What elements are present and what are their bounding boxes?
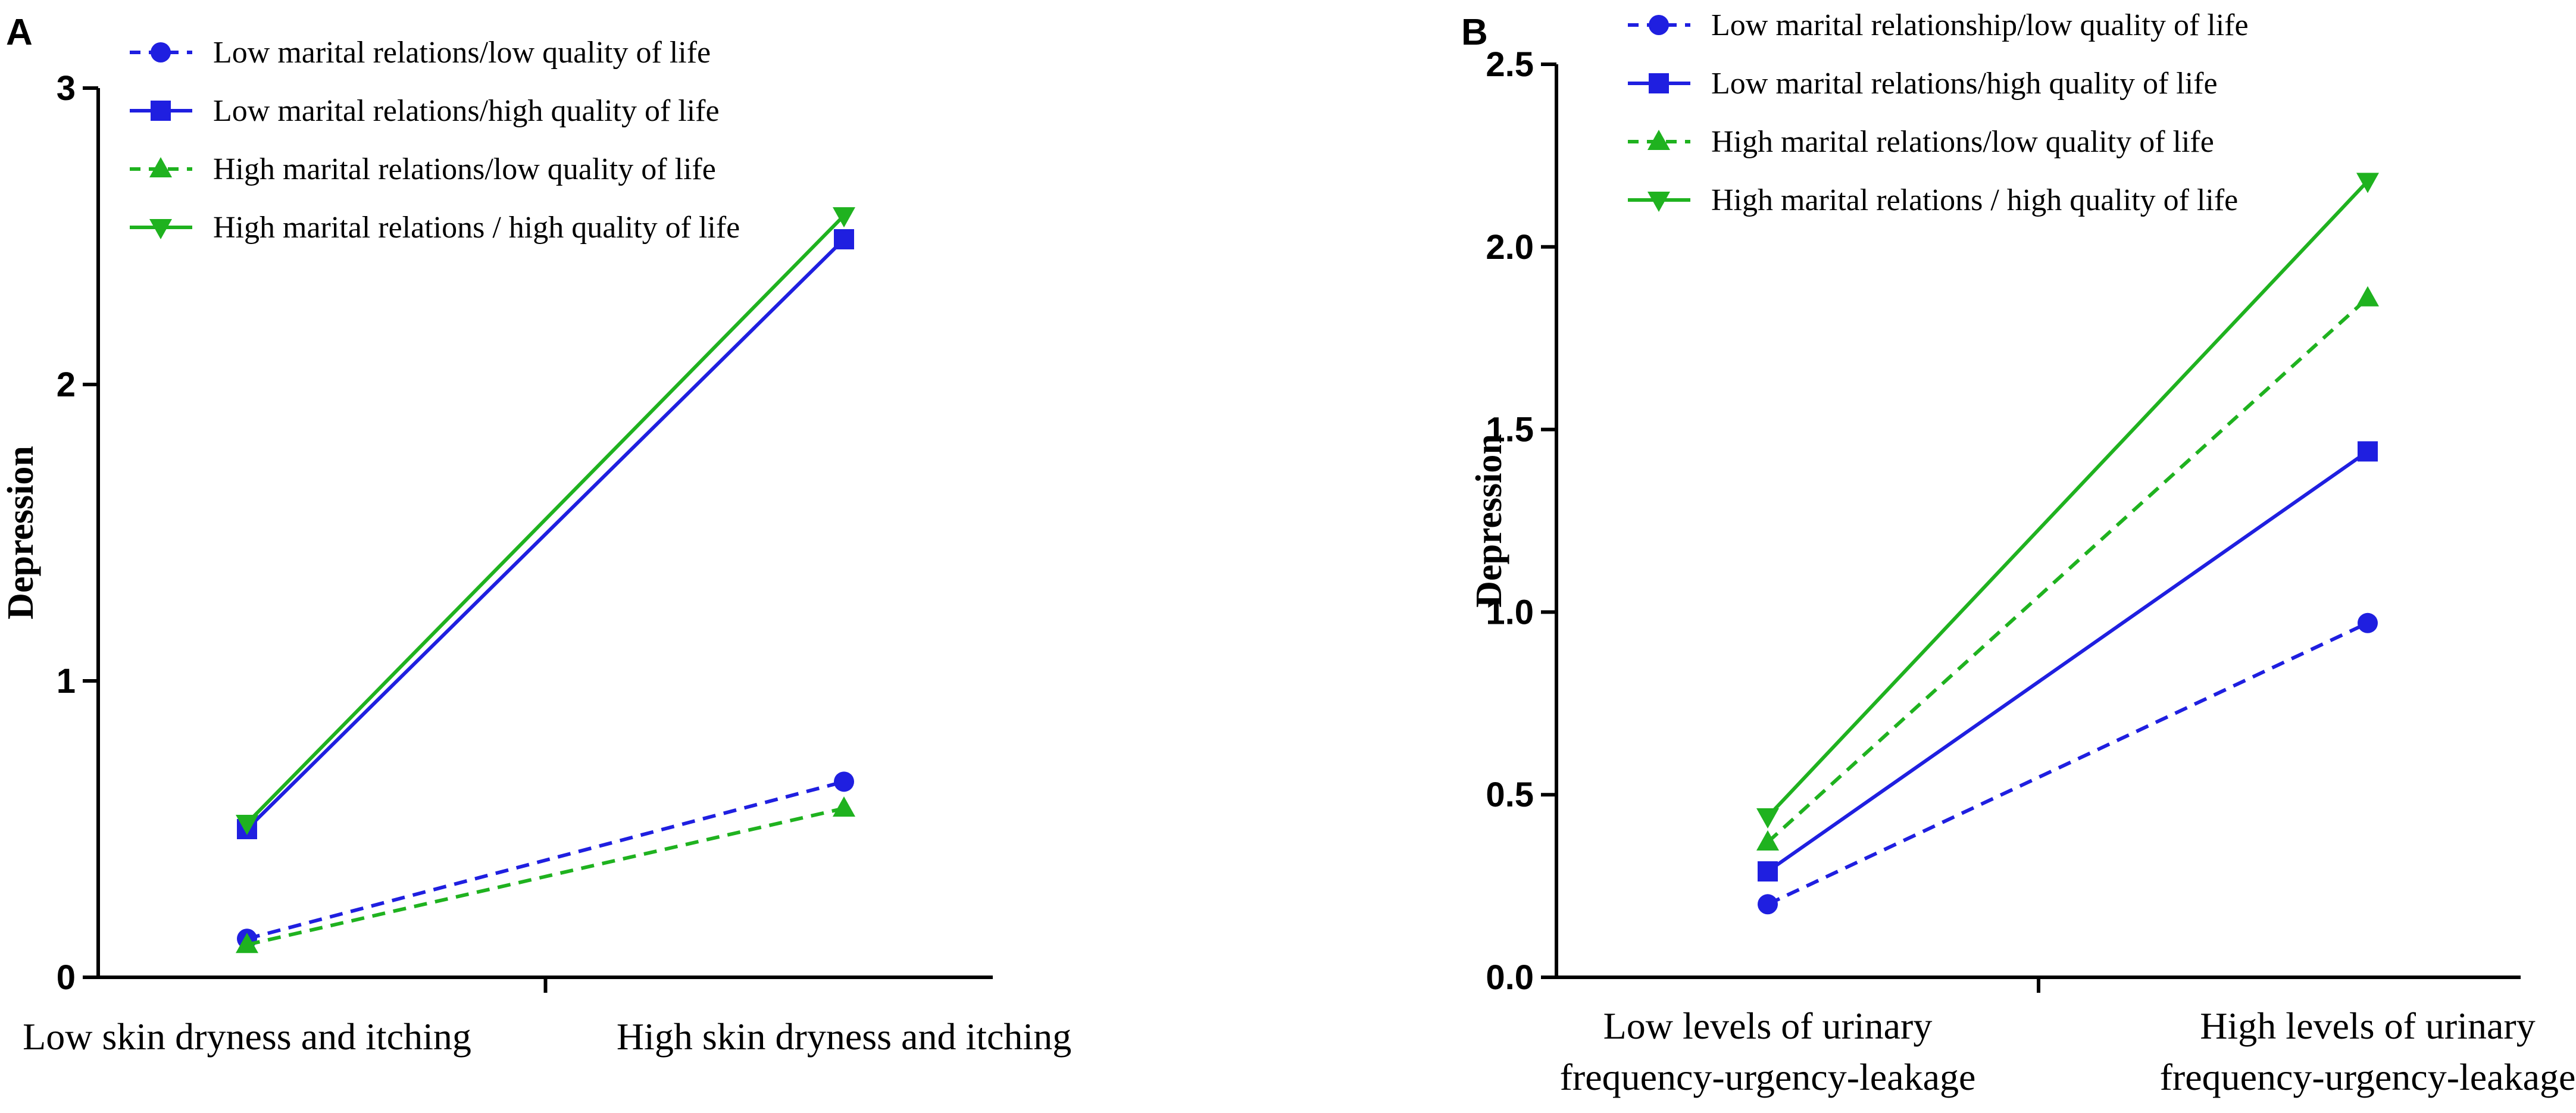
panel-b-series-1-point-1 <box>1758 894 1778 915</box>
panel-b-legend-item-4: High marital relations / high quality of… <box>1628 183 2238 217</box>
panel-a-legend-item-3: High marital relations/low quality of li… <box>130 152 716 186</box>
panel-a-series-3-line <box>246 806 845 947</box>
panel-b-legend-marker-4 <box>1647 192 1670 212</box>
panel-b-series-4-point-2 <box>2356 173 2379 193</box>
panel-b-category-label: High levels of urinary frequency-urgency-… <box>2160 1005 2576 1098</box>
panel-b-series-3-point-1 <box>1756 830 1779 851</box>
panel-a-legend-item-2: Low marital relations/high quality of li… <box>130 94 720 128</box>
panel-a-legend-marker-3 <box>149 157 172 177</box>
panel-b-series-3-point-2 <box>2356 286 2379 307</box>
panel-a-category-label: Low skin dryness and itching <box>23 1015 471 1058</box>
panel-b-legend-label-2: Low marital relations/high quality of li… <box>1711 67 2218 101</box>
panel-a-y-tick-label: 2 <box>57 365 76 404</box>
panel-b-category-label: Low levels of urinary frequency-urgency-l… <box>1560 1005 1976 1098</box>
panel-a-series-3-point-1 <box>236 933 258 953</box>
panel-a-legend-marker-2 <box>151 101 171 121</box>
panel-b-legend-marker-2 <box>1649 73 1669 93</box>
panel-b-y-title: Depression <box>1469 434 1509 608</box>
panel-a-series-2-line <box>245 237 846 831</box>
panel-a-series-4-point-1 <box>236 815 258 836</box>
panel-a-series-1 <box>237 771 854 949</box>
panel-b-series-4-line <box>1766 180 2369 818</box>
panel-a: A 0 1 2 3 Depression Low skin dryness and itch… <box>1 12 1071 1058</box>
panel-b-legend-label-1: Low marital relationship/low quality of … <box>1711 8 2249 42</box>
panel-a-series-3 <box>236 796 855 953</box>
panel-b-legend-label-3: High marital relations/low quality of li… <box>1711 125 2214 159</box>
panel-a-y-tick-label: 1 <box>57 662 76 701</box>
panel-b-series-4 <box>1756 173 2379 829</box>
panel-b-series-2 <box>1758 441 2378 882</box>
panel-b: B 0.0 0.5 1.0 1.5 2.0 2.5 Depression Low levels … <box>1461 8 2575 1098</box>
panel-b-series-4-point-1 <box>1756 808 1779 829</box>
panel-a-series-3-point-2 <box>833 796 855 817</box>
panel-b-series-2-point-2 <box>2358 441 2378 462</box>
panel-b-y-tick-label: 1.0 <box>1486 593 1534 631</box>
panel-b-series-1-line <box>1767 621 2369 906</box>
panel-b-legend-marker-3 <box>1647 130 1670 150</box>
panel-a-series-4 <box>236 207 855 836</box>
panel-a-series-1-point-2 <box>834 771 854 792</box>
panel-a-legend-label-4: High marital relations / high quality of… <box>213 211 740 245</box>
panel-b-series-1 <box>1758 612 2378 915</box>
panel-a-legend-label-3: High marital relations/low quality of li… <box>213 152 716 186</box>
panel-b-y-tick-label: 0.0 <box>1486 958 1534 997</box>
panel-b-legend-label-4: High marital relations / high quality of… <box>1711 183 2238 217</box>
panel-a-legend-marker-1 <box>151 42 171 62</box>
panel-a-series-2-point-2 <box>834 229 854 249</box>
panel-b-legend-item-3: High marital relations/low quality of li… <box>1628 125 2214 159</box>
panel-a-series-2 <box>237 229 854 839</box>
panel-b-series-3-line <box>1766 296 2369 844</box>
panel-b-legend-item-1: Low marital relationship/low quality of … <box>1628 8 2249 42</box>
panel-b-y-tick-label: 2.5 <box>1486 45 1534 84</box>
panel-b-legend-item-2: Low marital relations/high quality of li… <box>1628 67 2218 101</box>
panel-b-y-tick-label: 2.0 <box>1486 228 1534 267</box>
panel-b-legend-marker-1 <box>1649 15 1669 35</box>
panel-b-series-1-point-2 <box>2358 612 2378 633</box>
panel-a-series-4-line <box>245 214 846 825</box>
panel-b-y-tick-label: 0.5 <box>1486 776 1534 814</box>
panel-a-legend-item-1: Low marital relations/low quality of lif… <box>130 36 711 70</box>
panel-a-series-1-line <box>246 780 845 941</box>
panel-a-legend-marker-4 <box>149 219 172 239</box>
panel-a-letter: A <box>6 12 33 53</box>
panel-a-category-label: High skin dryness and itching <box>617 1015 1071 1058</box>
panel-a-y-title: Depression <box>1 446 41 620</box>
panel-a-legend-label-1: Low marital relations/low quality of lif… <box>213 36 711 70</box>
panel-b-letter: B <box>1461 12 1488 53</box>
panel-b-series-2-line <box>1767 449 2369 873</box>
panel-a-series-4-point-2 <box>833 207 855 228</box>
panel-b-y-tick-label: 1.5 <box>1486 411 1534 449</box>
panel-a-legend-label-2: Low marital relations/high quality of li… <box>213 94 720 128</box>
panel-b-series-3 <box>1756 286 2379 851</box>
panel-b-series-2-point-1 <box>1758 861 1778 882</box>
panel-a-y-tick-label: 3 <box>57 69 76 108</box>
panel-a-legend-item-4: High marital relations / high quality of… <box>130 211 740 245</box>
panel-a-y-tick-label: 0 <box>57 958 76 997</box>
